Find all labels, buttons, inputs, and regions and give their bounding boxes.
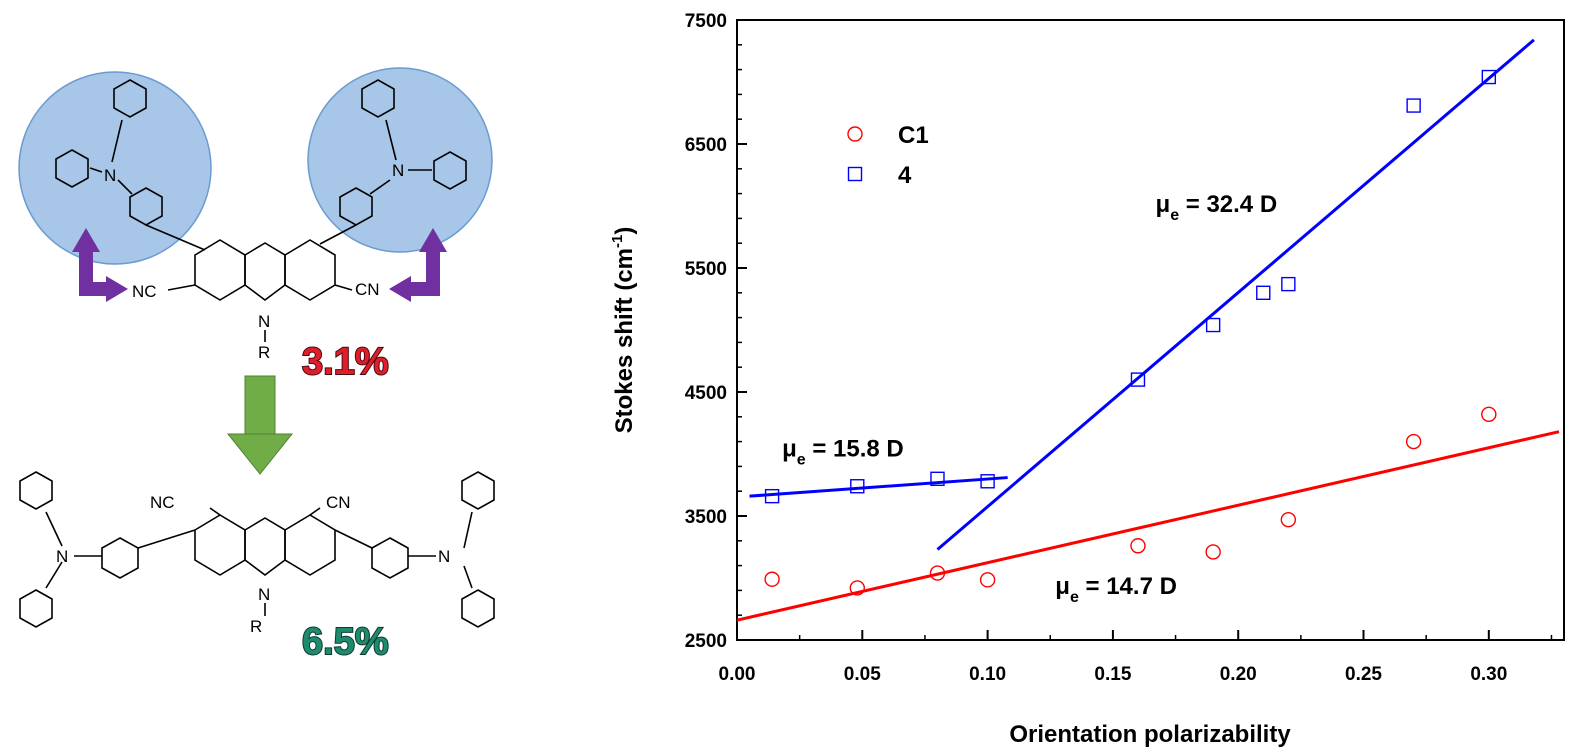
fit-lines	[737, 40, 1559, 620]
legend-label-4: 4	[898, 162, 912, 189]
annotation-sub: e	[1170, 207, 1179, 224]
bottom-nc-label: NC	[150, 493, 175, 512]
legend-marker-4	[849, 168, 862, 181]
annotation-value: = 32.4 D	[1179, 191, 1277, 218]
y-tick-label: 3500	[685, 507, 727, 528]
data-point-c1	[1131, 539, 1145, 553]
y-tick-label: 5500	[685, 259, 727, 280]
efficiency-bottom: 6.5%	[302, 621, 389, 663]
top-cn-label: CN	[355, 280, 380, 299]
data-point-c1	[1206, 545, 1220, 559]
annotation-mu: μ	[1156, 191, 1171, 218]
data-point-c1	[1407, 435, 1421, 449]
x-tick-label: 0.15	[1094, 664, 1131, 685]
data-point-4	[1207, 319, 1220, 332]
y-axis-title-main: Stokes shift (cm	[611, 248, 638, 433]
fit-annotation: μe = 14.7 D	[1055, 573, 1177, 606]
top-n-label: N	[258, 312, 270, 331]
data-point-4	[851, 480, 864, 493]
annotation-sub: e	[1070, 589, 1079, 606]
legend: C14	[848, 122, 929, 189]
data-point-c1	[1281, 513, 1295, 527]
data-point-4	[1282, 278, 1295, 291]
annotation-value: = 15.8 D	[806, 435, 904, 462]
stokes-shift-chart: 0.00 0.05 0.10 0.15 0.20 0.25 0.30 2500 3500 4500…	[590, 0, 1572, 752]
legend-marker-c1	[848, 127, 862, 141]
x-tick-label: 0.25	[1345, 664, 1382, 685]
annotation-mu: μ	[782, 435, 797, 462]
fit-line-4	[937, 40, 1533, 550]
x-tick-label: 0.10	[969, 664, 1006, 685]
bottom-n-label: N	[258, 585, 270, 604]
annotation-sub: e	[797, 451, 806, 468]
bottom-r-label: R	[250, 617, 262, 636]
x-axis-title: Orientation polarizability	[1009, 721, 1291, 748]
y-tick-label: 6500	[685, 135, 727, 156]
plot-frame	[737, 20, 1564, 640]
y-tick-label: 2500	[685, 631, 727, 652]
annotations: μe = 32.4 Dμe = 15.8 Dμe = 14.7 D	[782, 191, 1277, 606]
x-tick-label: 0.20	[1220, 664, 1257, 685]
legend-label-c1: C1	[898, 122, 929, 149]
data-point-c1	[765, 572, 779, 586]
top-r-label: R	[258, 343, 270, 362]
data-point-4	[1407, 99, 1420, 112]
green-arrow	[228, 376, 292, 474]
bottom-amine-left-label: N	[56, 547, 68, 566]
x-tick-label: 0.30	[1470, 664, 1507, 685]
data-markers	[765, 71, 1496, 595]
data-point-4	[981, 475, 994, 488]
bottom-amine-right-label: N	[438, 547, 450, 566]
y-axis-title: Stokes shift (cm-1)	[609, 227, 638, 434]
top-amine-left-label: N	[104, 166, 116, 185]
data-point-c1	[1482, 407, 1496, 421]
efficiency-top: 3.1%	[302, 341, 389, 383]
annotation-value: = 14.7 D	[1079, 573, 1177, 600]
bottom-molecule	[20, 472, 494, 627]
top-amine-right-label: N	[392, 161, 404, 180]
top-nc-label: NC	[132, 282, 157, 301]
annotation-mu: μ	[1055, 573, 1070, 600]
fit-annotation: μe = 32.4 D	[1156, 191, 1278, 224]
molecule-scheme: NC CN N R N N 3.1%	[0, 0, 560, 752]
y-tick-label: 4500	[685, 383, 727, 404]
y-axis-title-close: )	[611, 227, 638, 235]
fit-line-4	[750, 478, 1008, 497]
x-tick-label: 0.00	[719, 664, 756, 685]
y-tick-label: 7500	[685, 11, 727, 32]
data-point-4	[1257, 286, 1270, 299]
data-point-c1	[981, 573, 995, 587]
bottom-cn-label: CN	[326, 493, 351, 512]
fit-annotation: μe = 15.8 D	[782, 435, 904, 468]
x-tick-label: 0.05	[844, 664, 881, 685]
y-axis-title-sup: -1	[609, 235, 626, 248]
